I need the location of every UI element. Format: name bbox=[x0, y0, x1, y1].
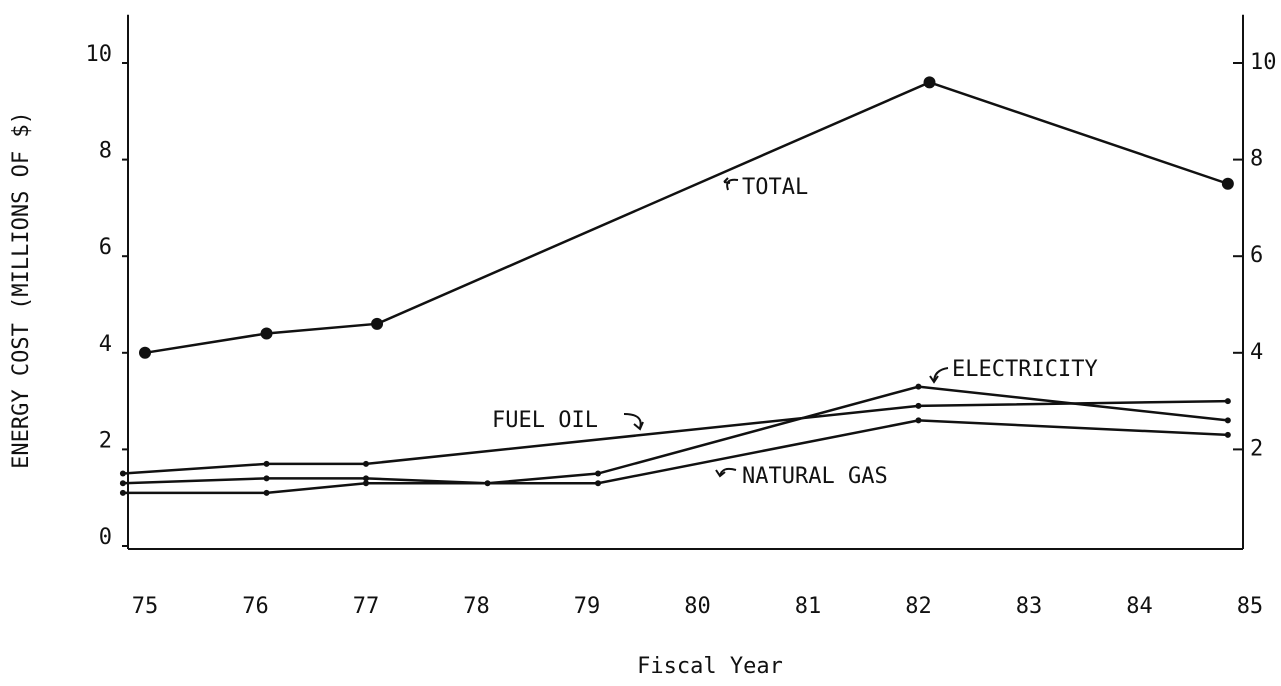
x-tick-label: 82 bbox=[905, 594, 932, 619]
data-point bbox=[263, 475, 270, 482]
data-point bbox=[1224, 417, 1231, 424]
data-point bbox=[263, 489, 270, 496]
series-label: FUEL OIL bbox=[492, 408, 598, 433]
x-tick-label: 84 bbox=[1126, 594, 1153, 619]
y2-tick-label: 10 bbox=[1250, 50, 1277, 75]
data-point bbox=[362, 460, 369, 467]
series-line bbox=[122, 399, 1228, 475]
data-point bbox=[260, 327, 273, 340]
x-axis-label: Fiscal Year bbox=[637, 654, 783, 679]
series-label: ELECTRICITY bbox=[952, 357, 1098, 382]
y-tick-label: 10 bbox=[86, 42, 113, 67]
data-point bbox=[119, 480, 126, 487]
arrow bbox=[929, 367, 949, 384]
y-tick-label: 4 bbox=[99, 332, 112, 357]
data-point bbox=[362, 480, 369, 487]
x-tick-label: 79 bbox=[574, 594, 601, 619]
x-tick-label: 81 bbox=[795, 594, 822, 619]
x-tick-label: 77 bbox=[353, 594, 380, 619]
data-point bbox=[263, 460, 270, 467]
data-point bbox=[915, 417, 922, 424]
data-point bbox=[915, 383, 922, 390]
x-tick-label: 78 bbox=[463, 594, 490, 619]
data-point bbox=[1221, 177, 1234, 190]
data-point bbox=[119, 470, 126, 477]
arrow bbox=[623, 413, 644, 431]
annotation-arrows bbox=[623, 177, 949, 478]
x-tick-label: 83 bbox=[1016, 594, 1043, 619]
y2-tick-label: 6 bbox=[1250, 243, 1263, 268]
data-point bbox=[1224, 398, 1231, 405]
data-point bbox=[371, 317, 384, 330]
data-point bbox=[362, 475, 369, 482]
series-label: NATURAL GAS bbox=[742, 464, 888, 489]
y2-tick-label: 8 bbox=[1250, 147, 1263, 172]
arrow bbox=[723, 177, 739, 191]
data-point bbox=[1224, 431, 1231, 438]
y-tick-label: 0 bbox=[99, 525, 112, 550]
y2-tick-label: 2 bbox=[1250, 436, 1263, 461]
y-tick-label: 2 bbox=[99, 428, 112, 453]
x-tick-label: 80 bbox=[684, 594, 711, 619]
data-point bbox=[915, 402, 922, 409]
x-tick-label: 85 bbox=[1237, 594, 1264, 619]
data-point bbox=[138, 346, 151, 359]
series-label: TOTAL bbox=[742, 175, 808, 200]
arrow bbox=[715, 467, 737, 478]
y-axis-label: ENERGY COST (MILLIONS OF $) bbox=[9, 111, 34, 469]
series-line bbox=[144, 80, 1229, 355]
data-point bbox=[923, 76, 936, 89]
data-point bbox=[119, 489, 126, 496]
y-tick-label: 8 bbox=[99, 139, 112, 164]
data-point bbox=[595, 480, 602, 487]
y2-tick-label: 4 bbox=[1250, 340, 1263, 365]
x-tick-label: 75 bbox=[132, 594, 159, 619]
x-tick-label: 76 bbox=[242, 594, 269, 619]
series-line bbox=[122, 419, 1228, 495]
y-tick-label: 6 bbox=[99, 235, 112, 260]
data-point bbox=[595, 470, 602, 477]
